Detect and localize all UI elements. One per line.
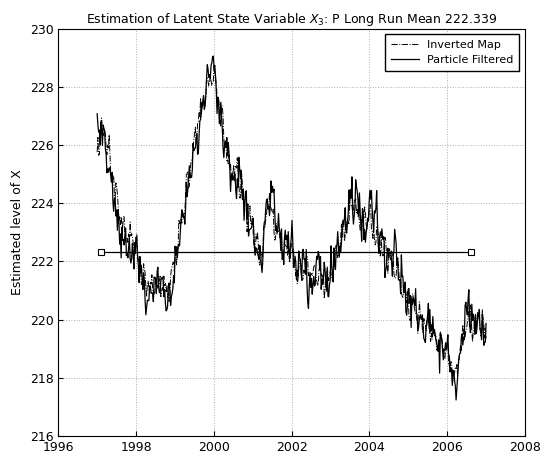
Legend: Inverted Map, Particle Filtered: Inverted Map, Particle Filtered (385, 34, 519, 71)
Particle Filtered (199, 98, 206, 104)
Inverted Map (104, 142, 111, 148)
Inverted Map (449, 379, 455, 385)
Inverted Map (211, 61, 217, 67)
Inverted Map (399, 293, 406, 299)
Inverted Map (199, 103, 206, 109)
Line: Particle Filtered: Particle Filtered (97, 56, 486, 400)
Particle Filtered (104, 166, 111, 172)
Particle Filtered (453, 397, 459, 403)
Inverted Map (438, 336, 445, 341)
Line: Inverted Map: Inverted Map (97, 64, 486, 382)
Particle Filtered (483, 321, 490, 326)
Particle Filtered (94, 111, 100, 117)
Inverted Map (140, 261, 147, 266)
Particle Filtered (399, 273, 406, 279)
Inverted Map (483, 335, 490, 341)
Particle Filtered (140, 271, 147, 276)
Particle Filtered (404, 303, 411, 308)
Inverted Map (94, 149, 100, 155)
Particle Filtered (438, 339, 445, 344)
Title: Estimation of Latent State Variable $X_3$: P Long Run Mean 222.339: Estimation of Latent State Variable $X_3… (86, 11, 497, 28)
Y-axis label: Estimated level of X: Estimated level of X (11, 169, 24, 295)
Particle Filtered (210, 53, 216, 59)
Inverted Map (404, 289, 411, 294)
